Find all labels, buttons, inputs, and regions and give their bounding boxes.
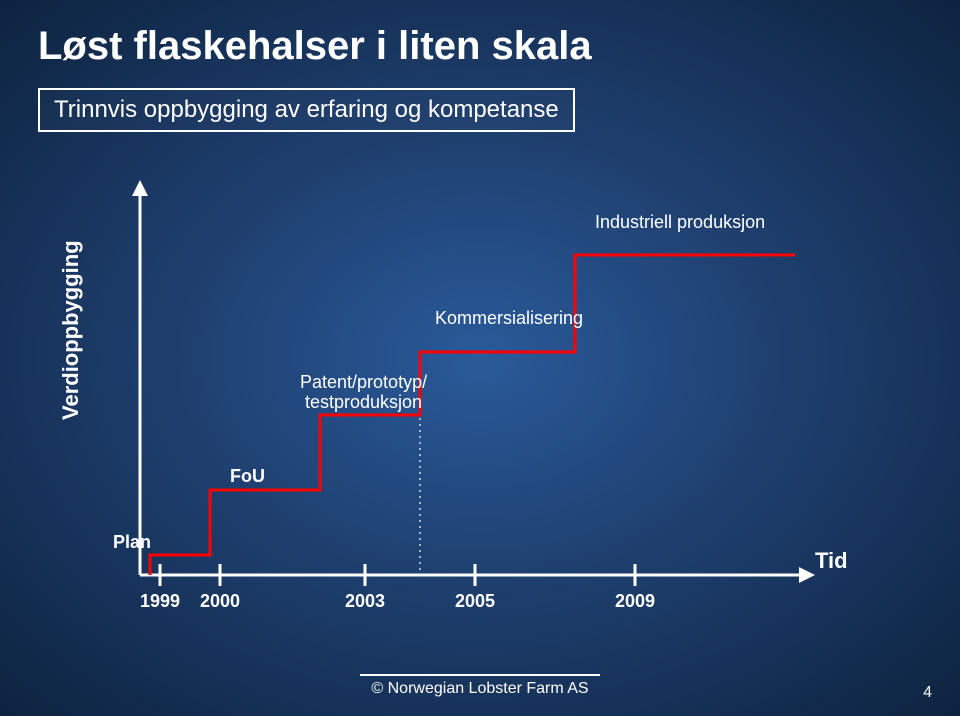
step-chart: Plan FoU Patent/prototyp/testproduksjon Kom… [115,180,855,620]
copyright: © Norwegian Lobster Farm AS [371,680,588,697]
x-tick-label: 2003 [345,591,385,612]
x-axis-label: Tid [815,548,848,574]
page-number: 4 [923,684,932,702]
x-tick-label: 2009 [615,591,655,612]
step-label: Industriell produksjon [595,212,765,233]
page-title: Løst flaskehalser i liten skala [38,24,592,69]
step-label: Patent/prototyp/ [300,372,427,393]
x-tick-label: 2000 [200,591,240,612]
chart-svg [115,180,855,620]
step-label: FoU [230,466,265,487]
footer: © Norwegian Lobster Farm AS [0,674,960,698]
footer-rule [360,674,600,676]
step-label: Kommersialisering [435,308,583,329]
x-tick-label: 1999 [140,591,180,612]
subtitle-box: Trinnvis oppbygging av erfaring og kompe… [38,88,575,132]
step-label: testproduksjon [305,392,422,413]
x-tick-label: 2005 [455,591,495,612]
y-axis-label: Verdioppbygging [58,240,84,420]
step-label: Plan [113,532,151,553]
